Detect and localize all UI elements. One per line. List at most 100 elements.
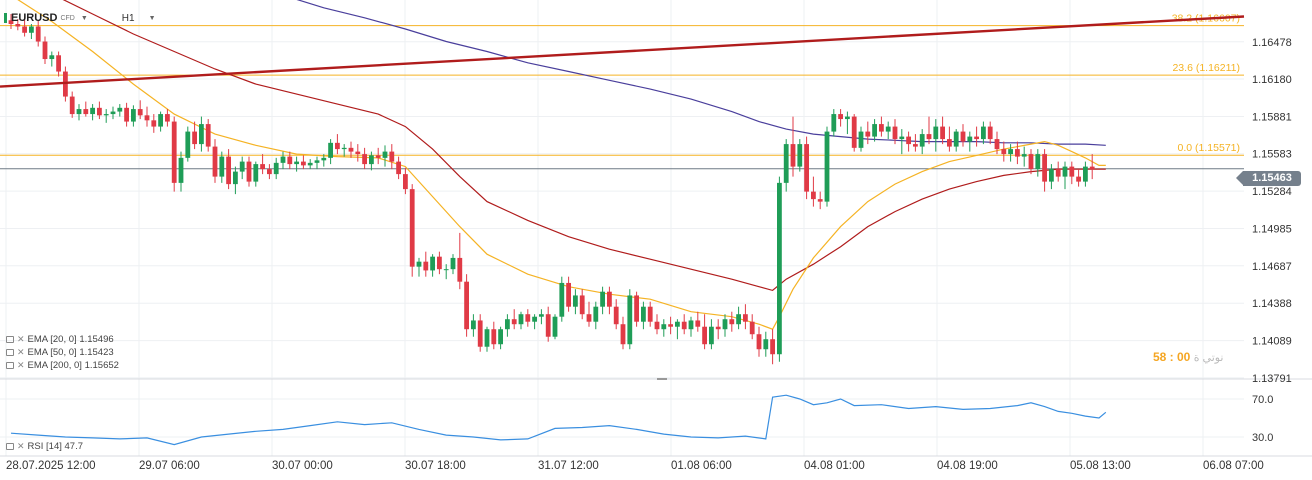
fib-level-label: 0.0 (1.15571) (1178, 142, 1240, 154)
candle (817, 191, 823, 210)
candle-body (919, 134, 925, 147)
candle-body (906, 136, 911, 145)
candle-body (56, 55, 61, 72)
candle (280, 151, 286, 170)
candle (450, 254, 456, 275)
candle-body (1055, 169, 1061, 177)
candle (715, 319, 721, 340)
time-tick-label: 29.07 06:00 (139, 460, 200, 472)
candle-body (552, 316, 558, 337)
candle (579, 289, 585, 320)
timeframe-selector[interactable]: H1 (121, 12, 135, 24)
candle-body (600, 291, 605, 307)
candle-body (940, 126, 945, 140)
candle (457, 232, 463, 290)
candle (56, 51, 61, 77)
time-axis: 28.07.2025 12:00 29.07 06:00 30.07 00:00 30… (6, 460, 1264, 472)
candle-body (851, 116, 857, 148)
candle (865, 121, 871, 145)
candle (362, 147, 367, 170)
candle-body (403, 174, 408, 190)
price-tick-label: 1.15583 (1252, 149, 1292, 161)
candle-body (702, 326, 707, 345)
candle (158, 111, 163, 132)
candle (987, 121, 993, 145)
candle (681, 314, 687, 335)
ema20-legend[interactable]: ✕ EMA [20, 0] 1.15496 (6, 334, 114, 345)
candle-body (49, 55, 55, 60)
candle (219, 151, 225, 183)
candle-body (144, 115, 150, 121)
candle-body (369, 155, 374, 165)
candle (76, 104, 82, 121)
candle (763, 331, 769, 357)
candle (654, 314, 660, 335)
settings-icon[interactable] (6, 443, 14, 450)
candle (389, 144, 395, 170)
candle-body (355, 151, 361, 155)
ema50-legend[interactable]: ✕ EMA [50, 0] 1.15423 (6, 347, 114, 358)
candle (205, 119, 211, 152)
symbol-name[interactable]: EURUSD (11, 12, 58, 24)
ema200-legend[interactable]: ✕ EMA [200, 0] 1.15652 (6, 360, 119, 371)
candle (314, 156, 320, 170)
candle-body (1028, 154, 1034, 170)
candle-body (273, 162, 279, 175)
symbol-dropdown-icon[interactable]: ▼ (80, 14, 88, 22)
candle (287, 151, 293, 170)
candle-body (117, 107, 123, 112)
candle-body (362, 154, 367, 165)
candle (545, 306, 551, 342)
candle-body (491, 329, 497, 345)
candle-body (865, 131, 871, 137)
candle-body (790, 144, 796, 167)
close-icon[interactable]: ✕ (17, 441, 25, 451)
candle (783, 139, 789, 192)
candle-body (960, 131, 966, 142)
ema200-label: EMA [200, 0] (27, 360, 82, 371)
candle-body (267, 169, 272, 175)
candle (804, 136, 809, 200)
close-icon[interactable]: ✕ (17, 360, 25, 370)
candle-body (675, 321, 680, 327)
candle-body (994, 139, 1000, 150)
candle-body (205, 124, 211, 147)
candle-body (668, 324, 673, 327)
candle (69, 91, 75, 118)
time-tick-label: 30.07 00:00 (272, 460, 333, 472)
candle (301, 155, 306, 170)
candle-body (688, 320, 694, 330)
candle (1062, 161, 1068, 190)
time-tick-label: 30.07 18:00 (405, 460, 466, 472)
settings-icon[interactable] (6, 362, 14, 369)
candle-body (872, 124, 877, 137)
candle (851, 114, 857, 152)
close-icon[interactable]: ✕ (17, 347, 25, 357)
candle (199, 116, 204, 152)
candle-body (110, 111, 116, 115)
settings-icon[interactable] (6, 336, 14, 343)
candle-body (103, 114, 109, 116)
candle-body (566, 282, 571, 307)
candle (212, 139, 218, 183)
candlesticks (8, 14, 1095, 365)
candle (239, 156, 245, 180)
trendline-line (0, 15, 1245, 88)
time-tick-label: 05.08 13:00 (1070, 460, 1131, 472)
candle (838, 109, 843, 127)
candle (42, 36, 48, 65)
settings-icon[interactable] (6, 349, 14, 356)
close-icon[interactable]: ✕ (17, 334, 25, 344)
candle-body (539, 314, 544, 317)
candle-body (756, 334, 762, 350)
candle-body (763, 339, 769, 350)
candle-body (811, 191, 816, 200)
trendline[interactable] (0, 15, 1245, 88)
candle-body (1062, 166, 1068, 177)
rsi-legend[interactable]: ✕ RSI [14] 47.7 (6, 441, 83, 452)
candle-body (443, 269, 449, 271)
candle (613, 299, 619, 330)
timeframe-dropdown-icon[interactable]: ▼ (148, 14, 156, 22)
candle (246, 156, 252, 187)
